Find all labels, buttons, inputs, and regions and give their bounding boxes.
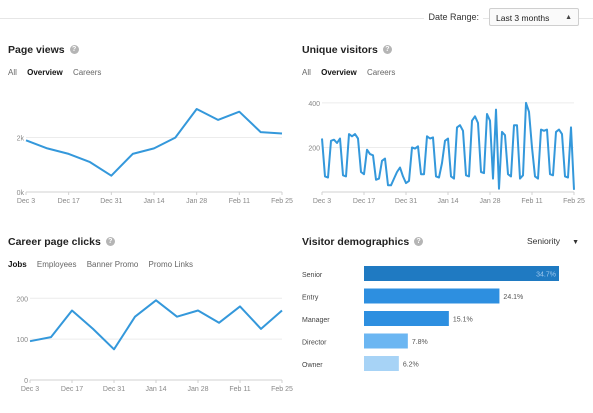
bar-category-label: Manager — [302, 317, 330, 324]
tab-employees[interactable]: Employees — [36, 260, 77, 269]
x-tick-label: Dec 17 — [58, 198, 80, 205]
demographics-title-text: Visitor demographics — [302, 236, 410, 248]
bar — [364, 356, 399, 371]
career-clicks-tabs: Jobs Employees Banner Promo Promo Links — [8, 260, 201, 269]
x-tick-label: Jan 28 — [479, 198, 500, 205]
x-tick-label: Jan 28 — [186, 198, 207, 205]
bar-value-label: 15.1% — [453, 317, 473, 324]
seniority-dropdown[interactable]: Seniority ▼ — [527, 236, 579, 246]
bar — [364, 333, 408, 349]
bar — [364, 266, 559, 281]
bar-category-label: Entry — [302, 295, 319, 302]
tab-overview[interactable]: Overview — [27, 68, 63, 77]
tab-careers[interactable]: Careers — [72, 68, 102, 77]
x-tick-label: Jan 14 — [143, 198, 164, 205]
x-tick-label: Dec 17 — [61, 386, 83, 393]
x-tick-label: Dec 3 — [313, 198, 331, 205]
x-tick-label: Dec 3 — [17, 198, 35, 205]
page-views-title: Page views? — [8, 44, 79, 56]
x-tick-label: Dec 17 — [353, 198, 375, 205]
x-tick-label: Feb 11 — [521, 198, 542, 205]
x-tick-label: Feb 11 — [229, 386, 250, 393]
x-tick-label: Jan 28 — [187, 386, 208, 393]
x-tick-label: Dec 31 — [103, 386, 125, 393]
tab-banner-promo[interactable]: Banner Promo — [86, 260, 139, 269]
help-icon[interactable]: ? — [105, 236, 115, 246]
tab-promo-links[interactable]: Promo Links — [148, 260, 194, 269]
help-icon[interactable]: ? — [414, 236, 424, 246]
tab-overview[interactable]: Overview — [321, 68, 357, 77]
career-clicks-panel: Career page clicks? Jobs Employees Banne… — [8, 236, 293, 406]
x-tick-label: Dec 31 — [395, 198, 417, 205]
x-tick-label: Jan 14 — [437, 198, 458, 205]
y-tick-label: 100 — [16, 337, 28, 344]
x-tick-label: Jan 14 — [145, 386, 166, 393]
top-bar: Date Range: Last 3 months ▲ — [0, 0, 593, 36]
bar — [364, 311, 449, 326]
x-tick-label: Feb 25 — [271, 386, 293, 393]
bar-category-label: Senior — [302, 272, 323, 279]
help-icon[interactable]: ? — [382, 44, 392, 54]
career-clicks-title: Career page clicks? — [8, 236, 115, 248]
career-clicks-title-text: Career page clicks — [8, 236, 101, 248]
x-tick-label: Dec 3 — [21, 386, 39, 393]
header-divider — [0, 18, 593, 19]
tab-jobs[interactable]: Jobs — [8, 260, 27, 269]
y-tick-label: 0 — [24, 378, 28, 385]
bar-category-label: Director — [302, 340, 327, 347]
unique-visitors-chart: 200 400 Dec 3 Dec 17 Dec 31 Jan 14 Jan 28 Feb 1… — [308, 101, 585, 205]
caret-down-icon: ▼ — [572, 239, 579, 246]
demographics-title: Visitor demographics? — [302, 236, 424, 248]
y-tick-label: 400 — [308, 101, 320, 108]
tab-careers[interactable]: Careers — [366, 68, 396, 77]
x-tick-label: Feb 25 — [563, 198, 585, 205]
unique-visitors-panel: Unique visitors? All Overview Careers — [302, 44, 587, 214]
series-line — [321, 101, 575, 190]
page-views-tabs: All Overview Careers — [8, 68, 109, 77]
demographics-chart: Senior 34.7% Entry 24.1% Manager 15.1% Directo… — [302, 266, 559, 371]
unique-visitors-tabs: All Overview Careers — [302, 68, 403, 77]
page-views-chart: 0k 2k Dec 3 Dec 17 Dec 31 Jan 14 Jan 28 Feb 11 F… — [17, 108, 293, 205]
demographics-panel: Visitor demographics? — [302, 236, 587, 406]
bar-value-label: 6.2% — [403, 362, 419, 369]
career-clicks-chart: 0 100 200 Dec 3 Dec 17 Dec 31 Jan 14 Jan 28 Feb … — [16, 296, 293, 393]
help-icon[interactable]: ? — [69, 44, 79, 54]
series-line — [25, 108, 283, 177]
bar-value-label: 24.1% — [503, 294, 523, 301]
bar-category-label: Owner — [302, 362, 323, 369]
tab-all[interactable]: All — [8, 68, 17, 77]
page-views-title-text: Page views — [8, 44, 65, 56]
unique-visitors-title: Unique visitors? — [302, 44, 392, 56]
x-tick-label: Feb 11 — [229, 198, 250, 205]
tab-all[interactable]: All — [302, 68, 311, 77]
date-range-select[interactable]: Last 3 months ▲ — [489, 8, 579, 26]
y-tick-label: 200 — [308, 145, 320, 152]
bar-value-label: 7.8% — [412, 339, 428, 346]
y-tick-label: 2k — [17, 136, 25, 143]
date-range-value: Last 3 months — [496, 13, 550, 23]
unique-visitors-title-text: Unique visitors — [302, 44, 378, 56]
x-tick-label: Feb 25 — [271, 198, 293, 205]
page-views-panel: Page views? All Overview Careers — [8, 44, 293, 214]
y-tick-label: 200 — [16, 296, 28, 303]
date-range-label: Date Range: — [424, 12, 483, 22]
updown-caret-icon: ▲ — [565, 14, 572, 21]
seniority-label: Seniority — [526, 236, 561, 246]
bar-value-label: 34.7% — [536, 272, 556, 279]
bar — [364, 288, 500, 304]
series-line — [29, 299, 283, 351]
y-tick-label: 0k — [17, 190, 25, 197]
x-tick-label: Dec 31 — [100, 198, 122, 205]
